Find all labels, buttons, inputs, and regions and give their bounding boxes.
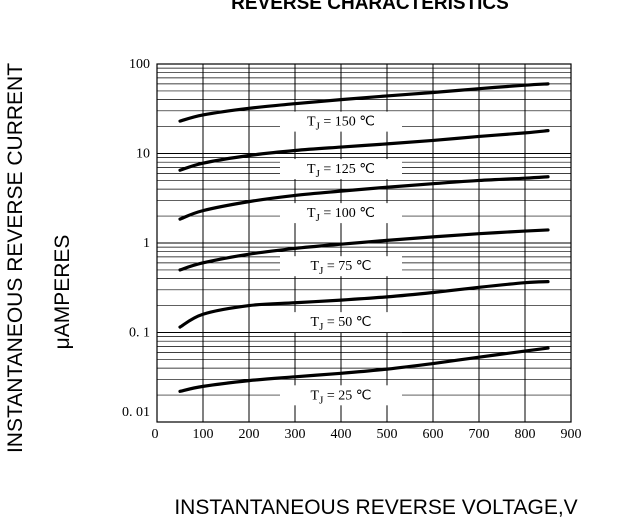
series-line-4 <box>178 280 550 329</box>
y-axis-unit-label: μAMPERES <box>51 235 74 350</box>
tick-labels: 0 100 200 300 400 500 600 700 800 900 0. 01 0. 1 1 10… <box>122 57 582 442</box>
y-tick-label: 1 <box>143 236 150 251</box>
y-tick-label: 10 <box>136 147 150 162</box>
series-label-5: TJ = 25 ℃ <box>311 389 372 406</box>
x-tick-label: 0 <box>152 427 159 442</box>
y-tick-label: 100 <box>129 57 150 72</box>
series-label-bg <box>280 111 402 132</box>
x-tick-label: 900 <box>561 427 582 442</box>
series-line-2 <box>178 175 550 221</box>
x-tick-label: 600 <box>423 427 444 442</box>
y-axis-label: INSTANTANEOUS REVERSE CURRENT <box>4 63 27 453</box>
series-label-bg <box>280 312 402 333</box>
y-tick-label: 0. 01 <box>122 405 150 420</box>
x-tick-label: 400 <box>331 427 352 442</box>
series-label-bg <box>280 256 402 277</box>
x-tick-label: 200 <box>239 427 260 442</box>
x-tick-label: 800 <box>515 427 536 442</box>
x-tick-label: 500 <box>377 427 398 442</box>
series-label-2: TJ = 100 ℃ <box>307 206 375 223</box>
series-curves <box>178 82 550 393</box>
x-tick-label: 300 <box>285 427 306 442</box>
series-label-3: TJ = 75 ℃ <box>311 259 372 276</box>
series-label-bg <box>280 159 402 180</box>
series-labels: TJ = 150 ℃ TJ = 125 ℃ TJ = 100 ℃ TJ = 75 ℃ T… <box>280 111 402 406</box>
series-label-bg <box>280 203 402 224</box>
series-line-5 <box>178 346 550 393</box>
series-line-1 <box>178 129 550 172</box>
x-tick-label: 100 <box>193 427 214 442</box>
series-label-4: TJ = 50 ℃ <box>311 315 372 332</box>
x-tick-label: 700 <box>469 427 490 442</box>
chart-title: REVERSE CHARACTERISTICS <box>231 0 509 14</box>
series-line-3 <box>178 228 550 272</box>
series-label-bg <box>280 385 402 406</box>
series-label-0: TJ = 150 ℃ <box>307 115 375 132</box>
y-tick-label: 0. 1 <box>129 326 150 341</box>
series-label-1: TJ = 125 ℃ <box>307 162 375 179</box>
series-line-0 <box>178 82 550 123</box>
x-axis-label: INSTANTANEOUS REVERSE VOLTAGE,V <box>174 496 577 519</box>
plot-frame <box>156 63 572 423</box>
